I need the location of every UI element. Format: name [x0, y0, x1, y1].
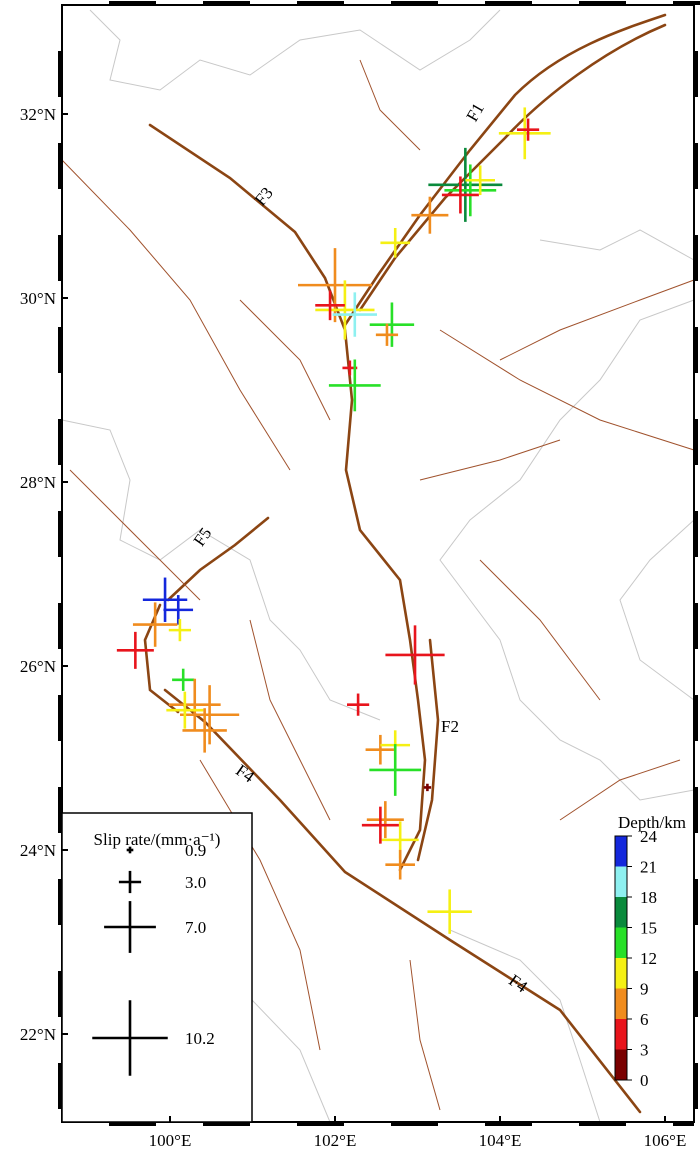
frame-check — [58, 235, 62, 281]
frame-check — [579, 1122, 626, 1126]
frame-check — [203, 1122, 250, 1126]
colorbar-segment — [615, 988, 627, 1019]
legend-label: 10.2 — [185, 1029, 215, 1048]
colorbar-segment — [615, 1019, 627, 1050]
frame-check — [391, 1, 438, 5]
frame-check — [694, 235, 698, 281]
frame-check — [673, 1122, 694, 1126]
frame-check — [694, 51, 698, 97]
legend-box — [61, 812, 253, 1123]
lat-label: 30°N — [20, 289, 56, 308]
frame-check — [694, 879, 698, 925]
frame-check — [58, 143, 62, 189]
legend-title: Slip rate/(mm·a⁻¹) — [94, 830, 221, 849]
legend-label: 0.9 — [185, 841, 206, 860]
frame-check — [694, 143, 698, 189]
lon-label: 102°E — [314, 1131, 357, 1150]
legend-label: 7.0 — [185, 918, 206, 937]
fault-label: F4 — [232, 761, 258, 787]
map-frame — [61, 4, 695, 1123]
lat-label: 22°N — [20, 1025, 56, 1044]
frame-check — [297, 1, 344, 5]
frame-check — [485, 1, 532, 5]
colorbar-tick-label: 24 — [640, 827, 658, 846]
frame-check — [694, 419, 698, 465]
frame-check — [58, 511, 62, 557]
colorbar-tick-label: 0 — [640, 1071, 649, 1090]
lat-label: 28°N — [20, 473, 56, 492]
fault-label: F3 — [251, 183, 277, 209]
lat-label: 32°N — [20, 105, 56, 124]
colorbar-segment — [615, 836, 627, 867]
fault-label: F2 — [441, 717, 459, 736]
frame-check — [694, 327, 698, 373]
colorbar-segment — [615, 1049, 627, 1080]
frame-check — [579, 1, 626, 5]
frame-check — [485, 1122, 532, 1126]
frame-check — [109, 1122, 156, 1126]
frame-check — [694, 787, 698, 833]
frame-check — [58, 327, 62, 373]
frame-check — [694, 1063, 698, 1109]
lon-label: 106°E — [644, 1131, 687, 1150]
lon-label: 100°E — [149, 1131, 192, 1150]
colorbar-tick-label: 18 — [640, 888, 657, 907]
frame-check — [58, 419, 62, 465]
frame-check — [58, 695, 62, 741]
colorbar-tick-label: 3 — [640, 1041, 649, 1060]
colorbar-tick-label: 9 — [640, 980, 649, 999]
frame-check — [694, 603, 698, 649]
frame-check — [58, 1063, 62, 1109]
frame-check — [694, 511, 698, 557]
frame-check — [58, 51, 62, 97]
frame-check — [297, 1122, 344, 1126]
lat-label: 26°N — [20, 657, 56, 676]
colorbar-segment — [615, 927, 627, 958]
lat-label: 24°N — [20, 841, 56, 860]
frame-check — [673, 1, 700, 5]
frame-check — [58, 971, 62, 1017]
frame-check — [58, 879, 62, 925]
frame-check — [694, 971, 698, 1017]
legend-label: 3.0 — [185, 873, 206, 892]
stations — [116, 107, 551, 934]
frame-check — [109, 1, 156, 5]
frame-check — [694, 695, 698, 741]
fault-label: F4 — [505, 971, 531, 997]
fault-label: F1 — [463, 100, 488, 125]
colorbar-tick-label: 21 — [640, 858, 657, 877]
colorbar-label: Depth/km — [618, 813, 686, 832]
province-boundaries — [61, 9, 695, 1123]
frame-check — [203, 1, 250, 5]
colorbar-segment — [615, 897, 627, 928]
colorbar-tick-label: 15 — [640, 919, 657, 938]
fault-label: F5 — [190, 524, 216, 550]
colorbar-segment — [615, 866, 627, 897]
frame-check — [58, 787, 62, 833]
frame-ticks — [58, 1, 700, 1126]
colorbar-segment — [615, 958, 627, 989]
colorbar-tick-label: 12 — [640, 949, 657, 968]
frame-check — [58, 603, 62, 649]
frame-check — [391, 1122, 438, 1126]
lon-label: 104°E — [479, 1131, 522, 1150]
colorbar-tick-label: 6 — [640, 1010, 649, 1029]
